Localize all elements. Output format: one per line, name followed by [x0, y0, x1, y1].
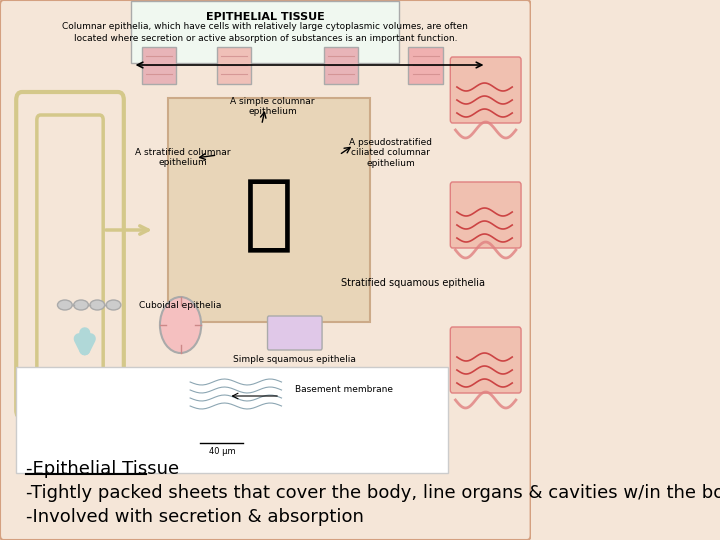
Ellipse shape	[106, 300, 121, 310]
Text: -Epithelial Tissue: -Epithelial Tissue	[26, 460, 179, 478]
FancyBboxPatch shape	[450, 182, 521, 248]
Text: Cuboidal epithelia: Cuboidal epithelia	[140, 301, 222, 310]
FancyBboxPatch shape	[0, 0, 531, 540]
FancyBboxPatch shape	[142, 47, 176, 84]
Text: A stratified columnar
epithelium: A stratified columnar epithelium	[135, 148, 230, 167]
FancyBboxPatch shape	[131, 1, 400, 63]
Circle shape	[160, 297, 201, 353]
Text: A pseudostratified
ciliated columnar
epithelium: A pseudostratified ciliated columnar epi…	[349, 138, 432, 168]
Text: -Involved with secretion & absorption: -Involved with secretion & absorption	[26, 508, 364, 526]
Ellipse shape	[58, 300, 72, 310]
Text: Basement membrane: Basement membrane	[294, 386, 393, 395]
FancyBboxPatch shape	[268, 316, 322, 350]
Text: 🐕: 🐕	[244, 174, 294, 255]
Text: -Tightly packed sheets that cover the body, line organs & cavities w/in the body: -Tightly packed sheets that cover the bo…	[26, 484, 720, 502]
FancyBboxPatch shape	[450, 327, 521, 393]
FancyBboxPatch shape	[217, 47, 251, 84]
Text: Simple squamous epithelia: Simple squamous epithelia	[233, 355, 356, 364]
Text: Columnar epithelia, which have cells with relatively large cytoplasmic volumes, : Columnar epithelia, which have cells wit…	[63, 22, 468, 43]
Ellipse shape	[73, 300, 89, 310]
Text: EPITHELIAL TISSUE: EPITHELIAL TISSUE	[206, 12, 325, 22]
FancyBboxPatch shape	[168, 98, 370, 322]
FancyBboxPatch shape	[17, 367, 448, 473]
FancyBboxPatch shape	[450, 57, 521, 123]
FancyBboxPatch shape	[323, 47, 358, 84]
FancyBboxPatch shape	[187, 374, 284, 441]
FancyBboxPatch shape	[408, 47, 443, 84]
Ellipse shape	[90, 300, 104, 310]
Text: Stratified squamous epithelia: Stratified squamous epithelia	[341, 278, 485, 288]
Text: 40 μm: 40 μm	[209, 447, 235, 456]
Text: A simple columnar
epithelium: A simple columnar epithelium	[230, 97, 315, 117]
